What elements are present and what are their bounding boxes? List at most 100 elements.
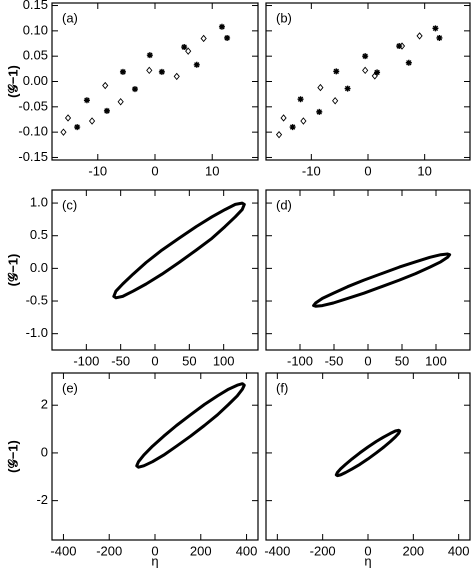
diamond-point: [362, 66, 369, 75]
plot-frame: [265, 372, 471, 541]
y-tick-label: -1.0: [26, 325, 48, 340]
x-tick-label: 0: [151, 353, 158, 368]
x-tick-label: 50: [395, 353, 409, 368]
x-tick-label: -50: [111, 353, 130, 368]
y-tick-label: 0.0: [30, 260, 48, 275]
plot-frame: [51, 372, 259, 541]
y-axis-label: (𝒢−1): [5, 440, 20, 473]
plot-frame: [51, 189, 259, 351]
x-tick-label: 10: [205, 163, 219, 178]
star-point: [131, 86, 138, 93]
x-tick-label: -400: [264, 543, 290, 558]
x-tick-label: 10: [417, 163, 431, 178]
star-point: [218, 23, 225, 30]
x-tick-label: -100: [287, 353, 313, 368]
y-tick-label: 0.05: [23, 48, 48, 63]
y-tick-label: 0.00: [23, 73, 48, 88]
x-tick-label: -100: [73, 353, 99, 368]
star-point: [289, 124, 296, 131]
panel-label: (a): [62, 10, 78, 25]
y-tick-label: 0.15: [23, 0, 48, 12]
star-point: [344, 85, 351, 92]
x-tick-label: 400: [448, 543, 470, 558]
x-tick-label: 200: [190, 543, 212, 558]
x-tick-label: 0: [151, 543, 158, 558]
star-point: [374, 69, 381, 76]
y-tick-label: 2: [41, 397, 48, 412]
diamond-point: [185, 47, 192, 55]
diamond-point: [146, 66, 153, 75]
plot-frame: [265, 2, 471, 161]
star-point: [146, 52, 153, 59]
panel-label: (e): [62, 380, 78, 395]
x-tick-label: 50: [182, 353, 196, 368]
star-point: [432, 25, 439, 32]
y-tick-label: -0.15: [18, 149, 48, 164]
x-tick-label: 0: [151, 163, 158, 178]
y-tick-label: 0.5: [30, 227, 48, 242]
x-tick-label: -200: [96, 543, 122, 558]
x-tick-label: 0: [364, 353, 371, 368]
x-axis-label: η: [151, 553, 158, 568]
x-tick-label: 100: [425, 353, 447, 368]
plot-frame: [265, 189, 471, 351]
star-point: [119, 68, 126, 75]
diamond-point: [102, 81, 109, 90]
y-axis-label: (𝒢−1): [5, 254, 20, 287]
star-point: [74, 124, 81, 131]
star-point: [362, 53, 369, 60]
star-point: [158, 68, 165, 75]
star-point: [405, 59, 412, 66]
y-tick-label: 1.0: [30, 194, 48, 209]
diamond-point: [317, 83, 324, 92]
loop-curve: [112, 201, 246, 300]
y-axis-label: (𝒢−1): [5, 65, 20, 98]
x-tick-label: 400: [236, 543, 258, 558]
diamond-point: [332, 97, 339, 105]
x-tick-label: 100: [213, 353, 235, 368]
x-tick-label: 200: [402, 543, 424, 558]
diamond-point: [60, 128, 67, 136]
diamond-point: [275, 130, 283, 139]
x-tick-label: -400: [50, 543, 76, 558]
diamond-point: [200, 34, 207, 43]
star-point: [181, 44, 188, 51]
y-tick-label: 0.10: [23, 22, 48, 37]
star-point: [224, 34, 231, 41]
panel-label: (f): [276, 380, 288, 395]
star-point: [316, 108, 323, 115]
plot-frame: [51, 2, 259, 161]
diamond-point: [416, 32, 423, 40]
loop-curve: [135, 382, 246, 469]
diamond-point: [117, 98, 124, 106]
star-point: [333, 68, 340, 75]
diamond-point: [88, 117, 96, 125]
star-point: [396, 43, 403, 50]
diamond-point: [280, 114, 287, 122]
y-tick-label: 0: [41, 444, 48, 459]
y-tick-label: -2: [36, 492, 48, 507]
loop-curve: [312, 252, 452, 308]
diamond-point: [173, 72, 180, 81]
y-tick-label: -0.10: [18, 124, 48, 139]
star-point: [103, 107, 110, 114]
panel-label: (c): [62, 197, 77, 212]
y-tick-label: -0.05: [18, 98, 48, 113]
x-tick-label: -50: [325, 353, 344, 368]
diamond-point: [64, 114, 72, 122]
x-tick-label: -200: [310, 543, 336, 558]
star-point: [436, 34, 443, 41]
y-tick-label: -0.5: [26, 292, 48, 307]
star-point: [83, 97, 90, 104]
panel-label: (d): [276, 197, 292, 212]
star-point: [297, 96, 304, 103]
x-axis-label: η: [364, 553, 371, 568]
x-tick-label: -10: [302, 163, 321, 178]
star-point: [193, 61, 200, 68]
diamond-point: [300, 117, 307, 125]
loop-curve: [334, 428, 402, 478]
x-tick-label: -10: [88, 163, 107, 178]
panel-label: (b): [276, 10, 292, 25]
x-tick-label: 0: [364, 543, 371, 558]
